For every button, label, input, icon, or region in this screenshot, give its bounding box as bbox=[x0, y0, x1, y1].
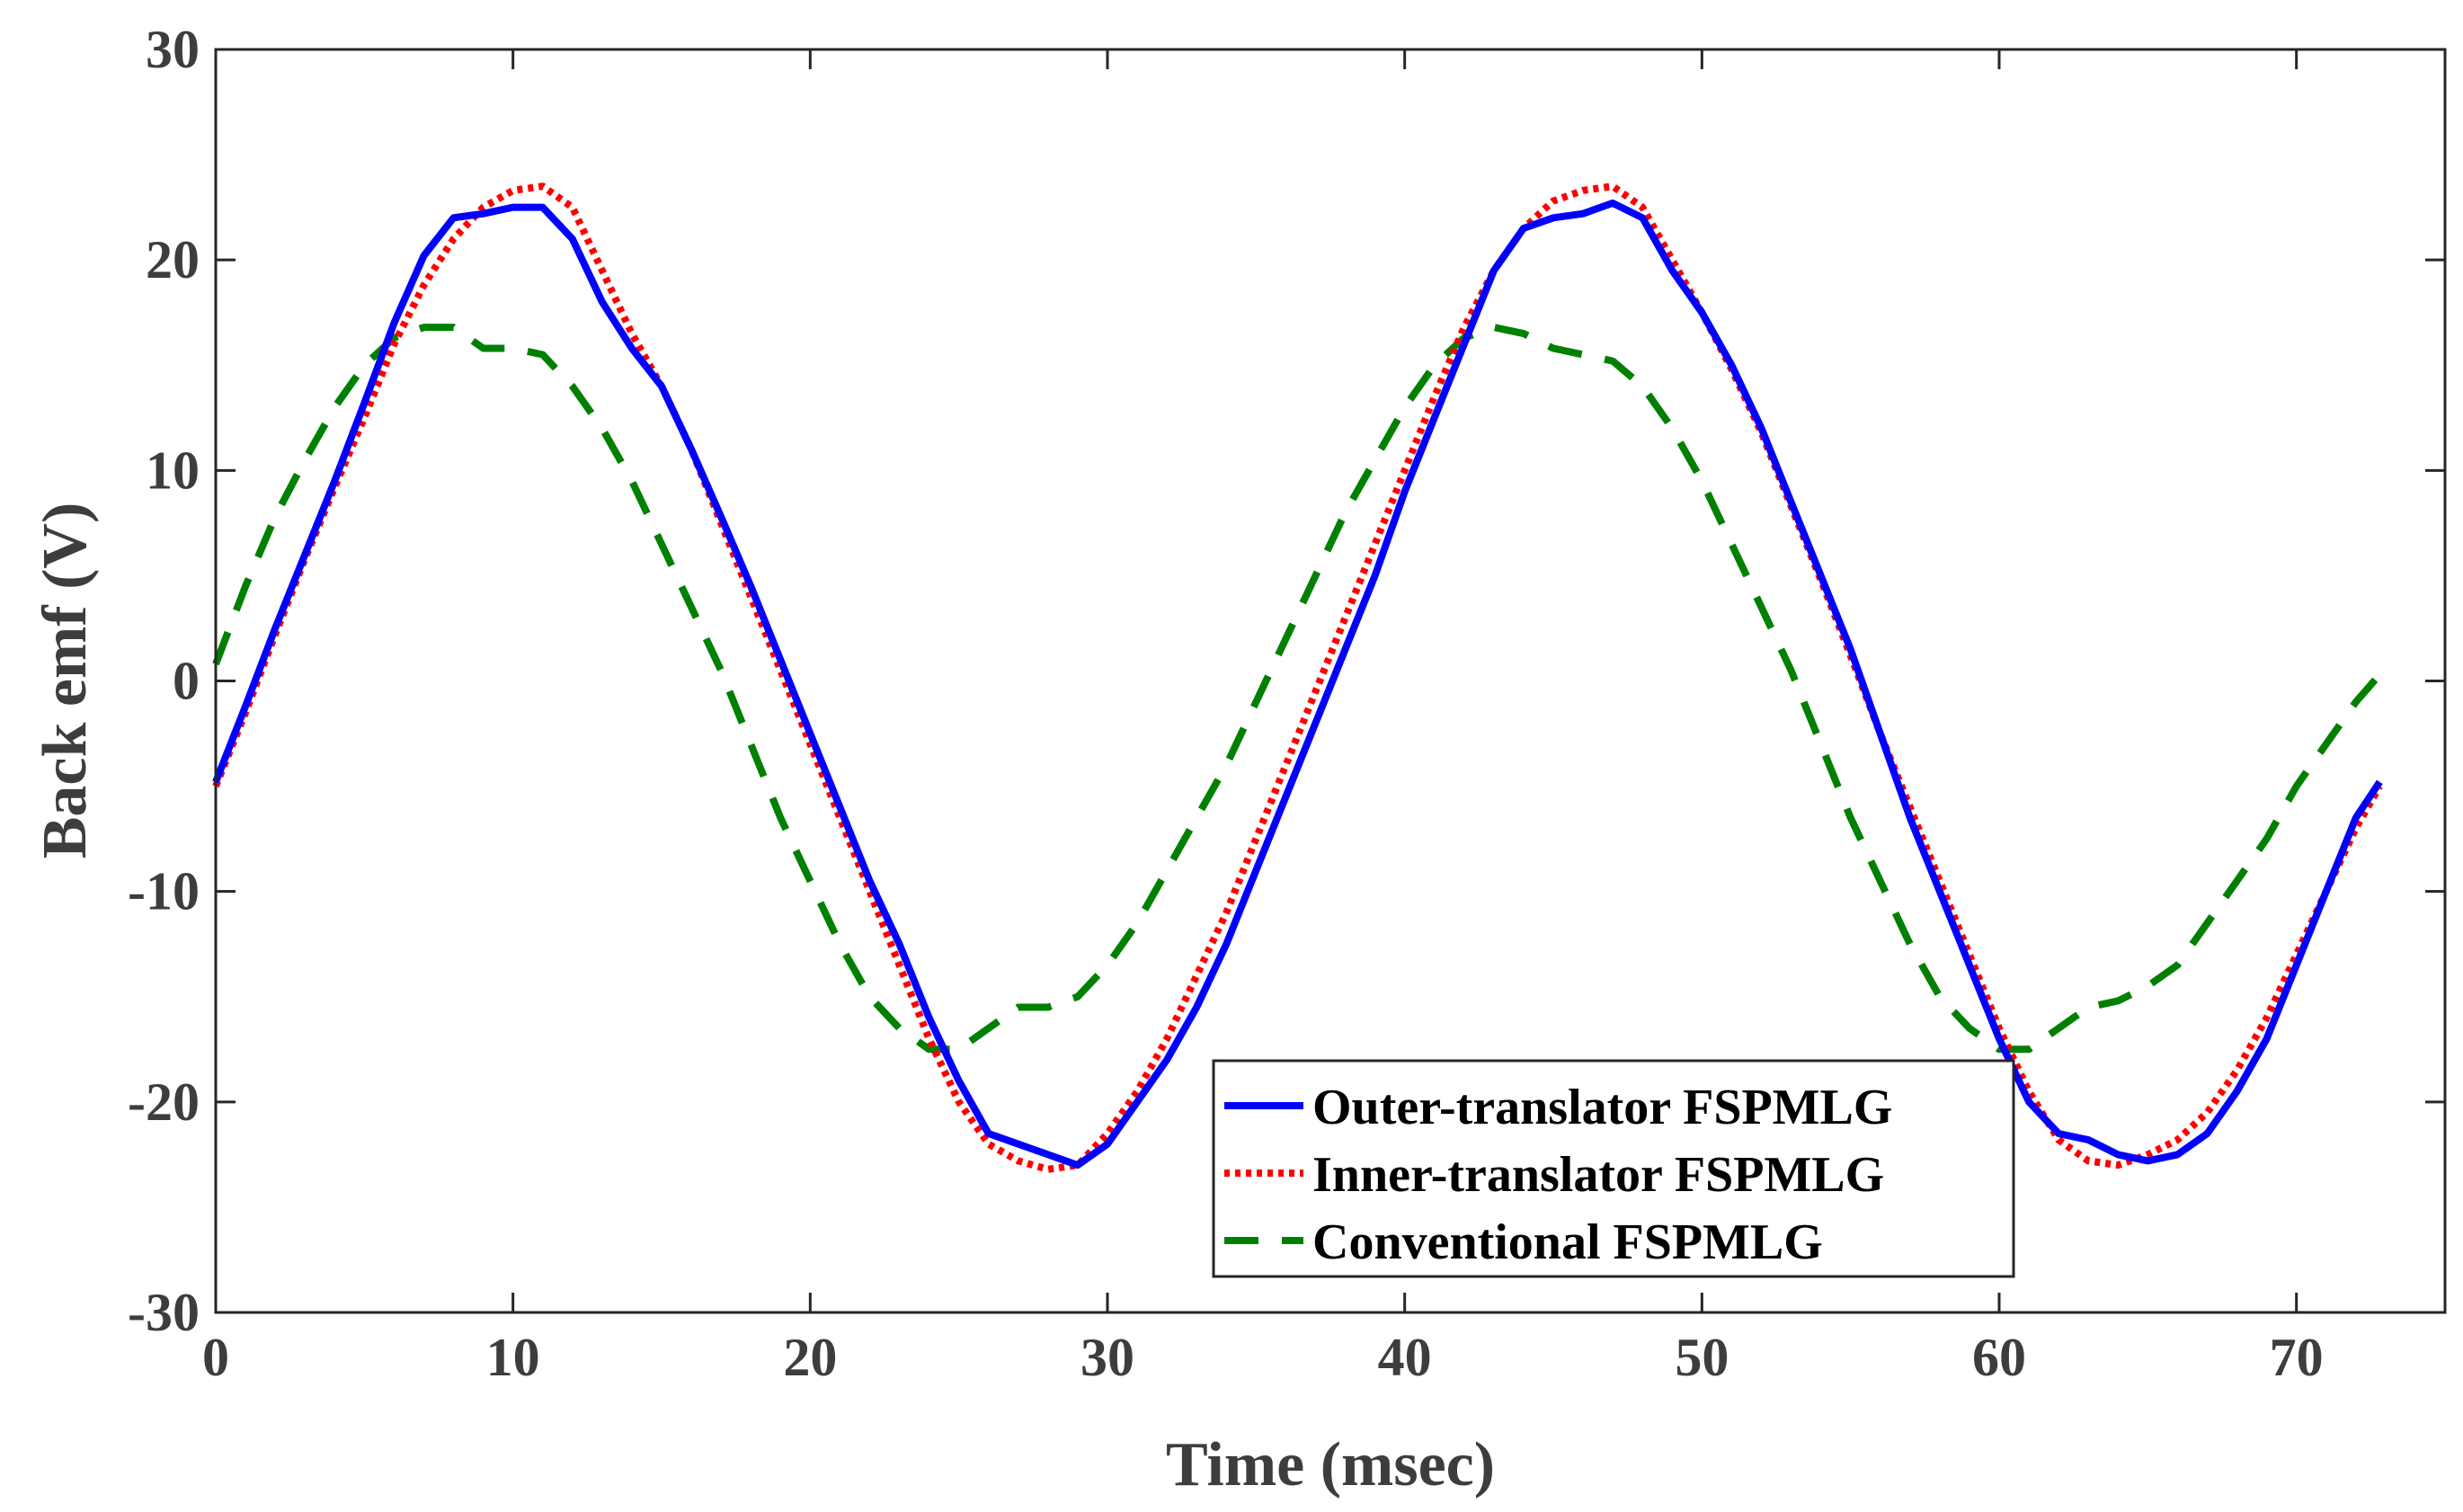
legend-label: Conventional FSPMLG bbox=[1312, 1214, 1823, 1270]
series-lines bbox=[212, 182, 2383, 1173]
x-tick-label: 70 bbox=[2270, 1328, 2324, 1387]
y-tick-label: 10 bbox=[146, 440, 200, 500]
x-tick-label: 60 bbox=[1972, 1328, 2026, 1387]
x-axis-label: Time (msec) bbox=[1166, 1430, 1495, 1499]
legend: Outer-translator FSPMLG Inner-translator … bbox=[1212, 1059, 2015, 1278]
x-tick-label: 0 bbox=[202, 1328, 229, 1387]
x-tick-label: 50 bbox=[1675, 1328, 1729, 1387]
legend-label: Outer-translator FSPMLG bbox=[1312, 1080, 1892, 1135]
y-tick-label: -20 bbox=[128, 1072, 200, 1132]
x-tick-label: 20 bbox=[783, 1328, 837, 1387]
y-tick-label: 30 bbox=[146, 20, 200, 79]
x-tick-label: 40 bbox=[1378, 1328, 1432, 1387]
series-line-2 bbox=[212, 324, 2383, 1054]
y-tick-label: -30 bbox=[128, 1283, 200, 1342]
axis-ticks: 0 10 20 30 40 50 60 70 -30 -20 -10 0 10 20 30 bbox=[128, 20, 2445, 1387]
x-tick-label: 10 bbox=[486, 1328, 540, 1387]
y-axis-label: Back emf (V) bbox=[31, 503, 100, 859]
x-tick-label: 30 bbox=[1080, 1328, 1134, 1387]
legend-box bbox=[1212, 1059, 2015, 1278]
y-tick-label: -10 bbox=[128, 862, 200, 921]
plot-frame bbox=[214, 48, 2447, 1314]
legend-label: Inner-translator FSPMLG bbox=[1312, 1147, 1884, 1203]
series-line-0 bbox=[212, 199, 2383, 1170]
y-tick-label: 20 bbox=[146, 230, 200, 289]
y-tick-label: 0 bbox=[173, 652, 200, 711]
